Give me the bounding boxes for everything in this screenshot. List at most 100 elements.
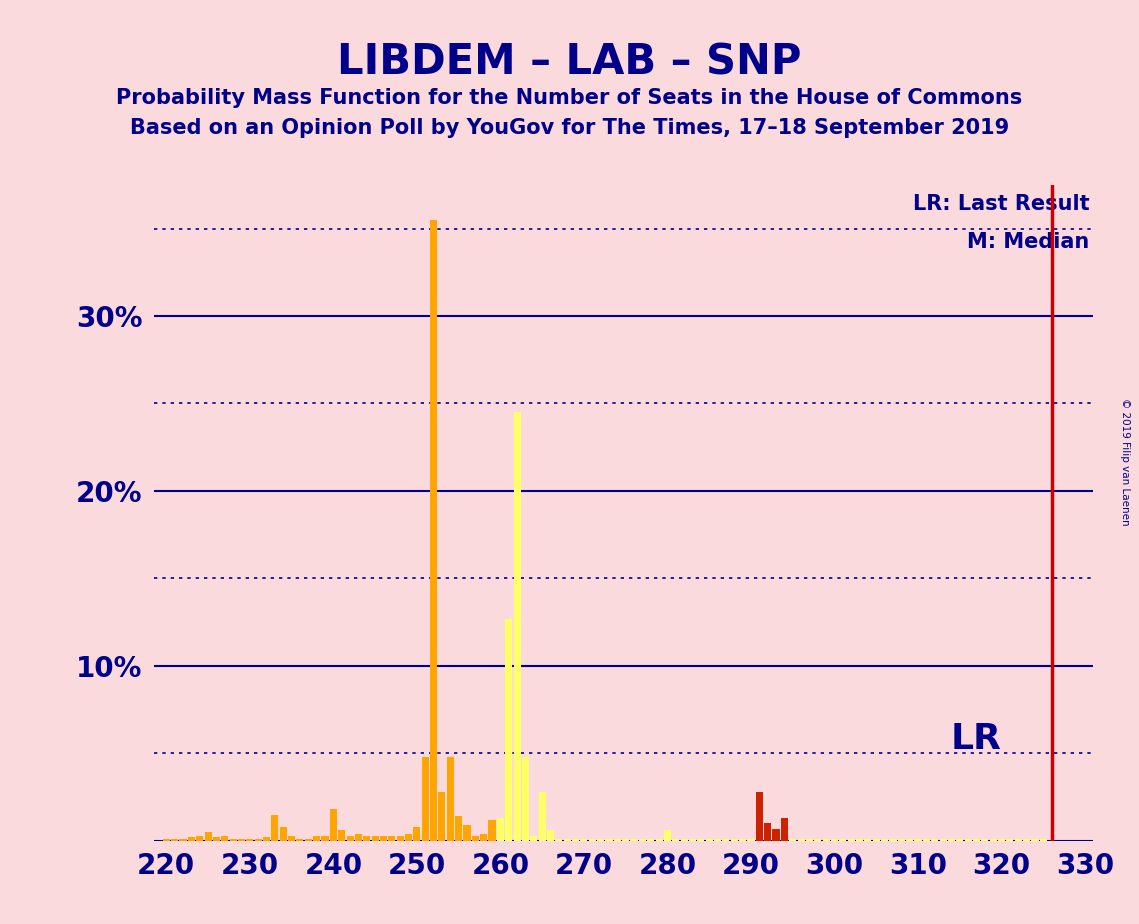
Bar [998, 839, 1005, 841]
Bar [472, 835, 478, 841]
Text: LIBDEM – LAB – SNP: LIBDEM – LAB – SNP [337, 42, 802, 83]
Bar [681, 839, 688, 841]
Bar [772, 829, 779, 841]
Bar [421, 757, 428, 841]
Bar [380, 835, 387, 841]
Bar [990, 839, 997, 841]
Bar [514, 412, 521, 841]
Bar [564, 839, 571, 841]
Bar [446, 757, 453, 841]
Bar [606, 839, 613, 841]
Bar [1007, 839, 1014, 841]
Bar [882, 839, 888, 841]
Bar [464, 825, 470, 841]
Bar [196, 835, 203, 841]
Bar [238, 839, 245, 841]
Bar [396, 835, 403, 841]
Bar [872, 839, 879, 841]
Bar [188, 837, 195, 841]
Bar [689, 839, 696, 841]
Bar [255, 839, 262, 841]
Bar [631, 839, 638, 841]
Bar [1032, 839, 1039, 841]
Bar [890, 839, 896, 841]
Bar [847, 839, 854, 841]
Bar [739, 839, 746, 841]
Bar [539, 792, 546, 841]
Bar [346, 835, 353, 841]
Bar [747, 839, 754, 841]
Bar [781, 818, 788, 841]
Bar [622, 839, 629, 841]
Bar [1023, 839, 1030, 841]
Bar [506, 619, 513, 841]
Bar [597, 839, 604, 841]
Bar [973, 839, 980, 841]
Bar [1015, 839, 1022, 841]
Bar [163, 839, 170, 841]
Bar [171, 839, 178, 841]
Bar [898, 839, 904, 841]
Bar [940, 839, 947, 841]
Bar [405, 833, 412, 841]
Bar [831, 839, 838, 841]
Bar [497, 818, 503, 841]
Bar [271, 815, 278, 841]
Bar [639, 839, 646, 841]
Bar [572, 839, 579, 841]
Bar [371, 835, 378, 841]
Bar [338, 831, 345, 841]
Bar [363, 835, 370, 841]
Bar [965, 839, 972, 841]
Text: Based on an Opinion Poll by YouGov for The Times, 17–18 September 2019: Based on an Opinion Poll by YouGov for T… [130, 118, 1009, 139]
Bar [296, 839, 303, 841]
Text: LR: Last Result: LR: Last Result [912, 193, 1089, 213]
Bar [321, 835, 328, 841]
Bar [213, 837, 220, 841]
Bar [948, 839, 954, 841]
Bar [413, 827, 420, 841]
Bar [246, 839, 253, 841]
Bar [556, 839, 563, 841]
Bar [672, 839, 679, 841]
Bar [907, 839, 913, 841]
Bar [731, 839, 738, 841]
Bar [205, 833, 212, 841]
Bar [221, 835, 228, 841]
Bar [581, 839, 588, 841]
Bar [664, 831, 671, 841]
Bar [806, 839, 813, 841]
Bar [764, 823, 771, 841]
Bar [656, 839, 663, 841]
Bar [180, 839, 187, 841]
Text: © 2019 Filip van Laenen: © 2019 Filip van Laenen [1121, 398, 1130, 526]
Bar [531, 835, 538, 841]
Text: M: Median: M: Median [967, 232, 1089, 252]
Text: Probability Mass Function for the Number of Seats in the House of Commons: Probability Mass Function for the Number… [116, 88, 1023, 108]
Bar [923, 839, 929, 841]
Bar [789, 839, 796, 841]
Bar [355, 833, 362, 841]
Bar [797, 839, 804, 841]
Bar [481, 833, 487, 841]
Bar [280, 827, 287, 841]
Bar [722, 839, 729, 841]
Bar [822, 839, 829, 841]
Bar [614, 839, 621, 841]
Bar [439, 792, 445, 841]
Bar [839, 839, 846, 841]
Bar [288, 835, 295, 841]
Bar [489, 820, 495, 841]
Bar [263, 837, 270, 841]
Bar [388, 835, 395, 841]
Bar [982, 839, 989, 841]
Bar [431, 220, 437, 841]
Bar [714, 839, 721, 841]
Bar [814, 839, 821, 841]
Bar [1040, 839, 1047, 841]
Bar [865, 839, 871, 841]
Bar [230, 839, 237, 841]
Bar [932, 839, 939, 841]
Bar [313, 835, 320, 841]
Text: LR: LR [951, 723, 1002, 757]
